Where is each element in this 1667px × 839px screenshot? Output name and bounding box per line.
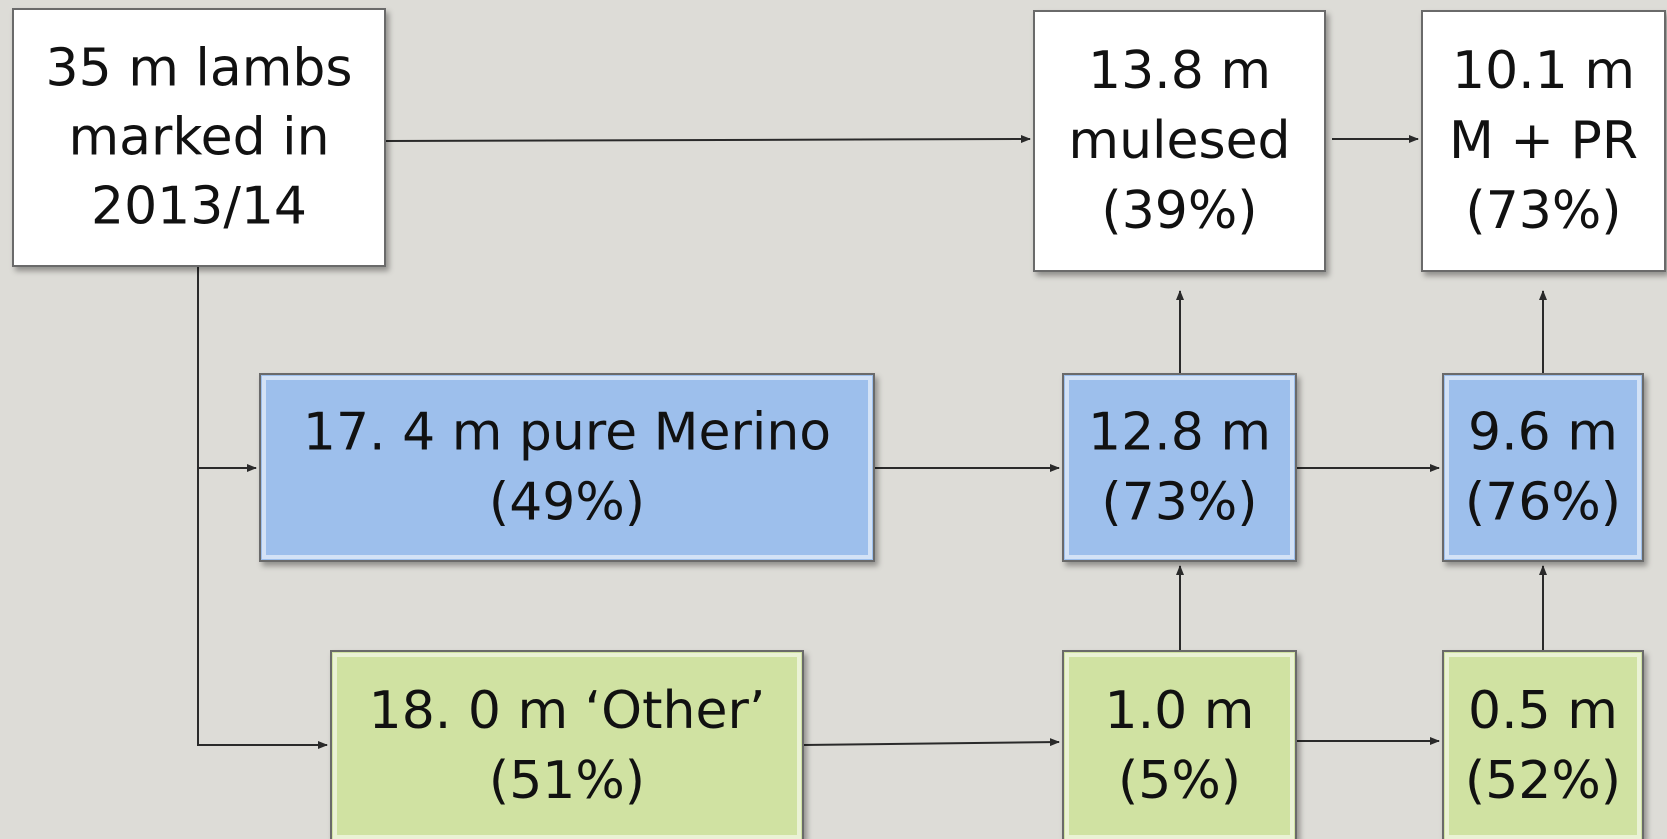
node-box xyxy=(1442,373,1644,562)
node-label: 2013/14 xyxy=(91,177,307,237)
node-box xyxy=(1421,10,1666,272)
node: 12.8 m (73%) xyxy=(1062,373,1297,562)
node-label: 10.1 m xyxy=(1452,41,1635,101)
node: 35 m lambs marked in 2013/14 xyxy=(12,8,386,267)
node-label: 0.5 m xyxy=(1468,681,1618,741)
node-label: 35 m lambs xyxy=(46,39,353,99)
node-box xyxy=(1062,373,1297,562)
node-label: mulesed xyxy=(1068,111,1290,171)
node-label: (49%) xyxy=(489,473,645,533)
node-label: (51%) xyxy=(489,751,645,811)
node-box xyxy=(1442,650,1644,839)
node-bevel xyxy=(1036,13,1323,269)
node-label: (5%) xyxy=(1118,751,1241,811)
node-label: (73%) xyxy=(1465,181,1621,241)
node-label: 13.8 m xyxy=(1088,41,1271,101)
node-label: M + PR xyxy=(1449,111,1638,171)
node-bevel xyxy=(1424,13,1663,269)
node-bevel xyxy=(1445,376,1641,559)
node-label: 1.0 m xyxy=(1105,681,1255,741)
node-box xyxy=(1062,650,1297,839)
node-label: (76%) xyxy=(1465,473,1621,533)
node-label: (39%) xyxy=(1101,181,1257,241)
node-label: 17. 4 m pure Merino xyxy=(303,403,831,463)
node: 18. 0 m ‘Other’ (51%) xyxy=(330,650,804,839)
node-bevel xyxy=(15,11,383,264)
node-bevel xyxy=(262,376,872,559)
node-bevel xyxy=(333,653,801,839)
node: 0.5 m (52%) xyxy=(1442,650,1644,839)
node-label: 18. 0 m ‘Other’ xyxy=(369,681,766,741)
node-bevel xyxy=(1065,376,1294,559)
node-label: 12.8 m xyxy=(1088,403,1271,463)
nodes: 35 m lambs marked in 2013/14 13.8 m mulesed (… xyxy=(12,8,1666,839)
node-box xyxy=(330,650,804,839)
node-box xyxy=(12,8,386,267)
node: 13.8 m mulesed (39%) xyxy=(1033,10,1326,272)
arrow xyxy=(802,738,1060,747)
node: 9.6 m (76%) xyxy=(1442,373,1644,562)
node-label: (52%) xyxy=(1465,751,1621,811)
node-box xyxy=(1033,10,1326,272)
node-label: (73%) xyxy=(1101,473,1257,533)
node-bevel xyxy=(1065,653,1294,839)
arrow xyxy=(384,135,1031,144)
node-label: marked in xyxy=(68,108,329,168)
node: 10.1 m M + PR (73%) xyxy=(1421,10,1666,272)
node: 17. 4 m pure Merino (49%) xyxy=(259,373,875,562)
arrow xyxy=(197,266,328,749)
node-bevel xyxy=(1445,653,1641,839)
node-label: 9.6 m xyxy=(1468,403,1618,463)
node: 1.0 m (5%) xyxy=(1062,650,1297,839)
arrows xyxy=(197,135,1547,749)
node-box xyxy=(259,373,875,562)
